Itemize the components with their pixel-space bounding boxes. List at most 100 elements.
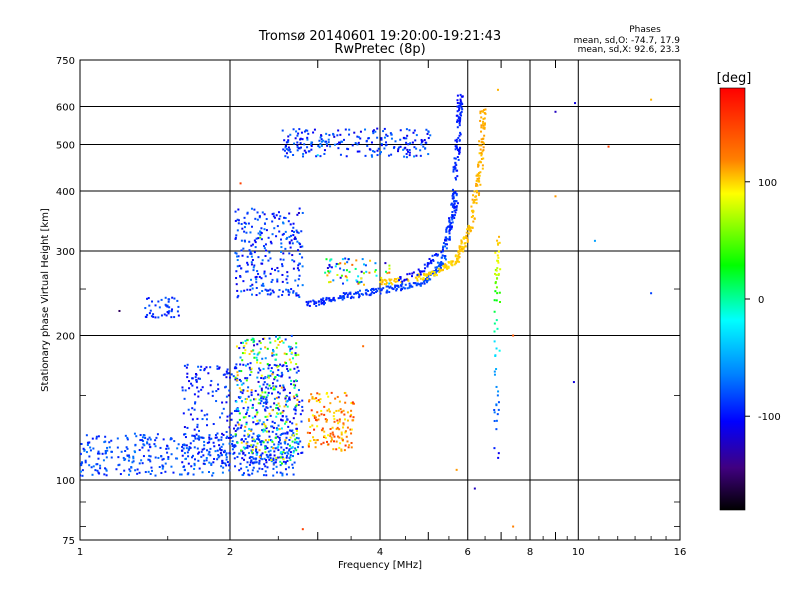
data-point xyxy=(270,292,273,295)
data-point xyxy=(154,439,157,442)
data-point xyxy=(255,278,258,281)
data-point xyxy=(294,279,297,282)
data-point xyxy=(360,292,363,295)
data-point xyxy=(229,433,232,436)
data-point xyxy=(289,223,292,226)
data-point xyxy=(136,468,139,471)
data-point xyxy=(484,112,487,115)
y-tick-label: 400 xyxy=(56,187,75,198)
data-point xyxy=(451,188,454,191)
data-point xyxy=(239,396,242,399)
data-point xyxy=(329,145,332,148)
data-point xyxy=(292,226,295,229)
data-point xyxy=(254,450,257,453)
data-point xyxy=(186,473,189,476)
data-point xyxy=(293,230,296,233)
data-point xyxy=(311,424,314,427)
data-point xyxy=(453,209,456,212)
data-point xyxy=(405,128,408,131)
data-point xyxy=(495,319,498,322)
data-point xyxy=(230,373,233,376)
data-point xyxy=(326,274,329,277)
data-point xyxy=(274,461,277,464)
data-point xyxy=(348,133,351,136)
data-point xyxy=(416,277,419,280)
data-point xyxy=(260,443,263,446)
data-point xyxy=(243,458,246,461)
data-point xyxy=(372,132,375,135)
data-point xyxy=(495,299,498,302)
data-point xyxy=(268,251,271,254)
data-point xyxy=(482,122,485,125)
data-point xyxy=(252,421,255,424)
data-point xyxy=(197,459,200,462)
data-point xyxy=(206,413,209,416)
data-point xyxy=(277,441,280,444)
data-point xyxy=(445,237,448,240)
data-point xyxy=(400,284,403,287)
data-point xyxy=(372,287,375,290)
data-point xyxy=(355,279,358,282)
data-point xyxy=(287,135,290,138)
data-point xyxy=(287,466,290,469)
data-point xyxy=(264,465,267,468)
data-point xyxy=(341,438,344,441)
data-point xyxy=(456,175,459,178)
data-point xyxy=(423,139,426,142)
data-point xyxy=(244,240,247,243)
data-point xyxy=(168,306,171,309)
data-point xyxy=(263,272,266,275)
data-point xyxy=(332,440,335,443)
data-point xyxy=(295,371,298,374)
data-point xyxy=(271,278,274,281)
data-point xyxy=(167,312,170,315)
data-point xyxy=(354,142,357,145)
data-point xyxy=(493,411,496,414)
data-point xyxy=(275,433,278,436)
data-point xyxy=(495,428,498,431)
data-point xyxy=(149,455,152,458)
data-point xyxy=(477,173,480,176)
data-point xyxy=(459,245,462,248)
data-point xyxy=(241,359,244,362)
data-point xyxy=(240,267,243,270)
data-point xyxy=(426,273,429,276)
data-point xyxy=(264,439,267,442)
data-point xyxy=(370,288,373,291)
data-point xyxy=(271,354,274,357)
data-point xyxy=(287,293,290,296)
data-point xyxy=(450,222,453,225)
data-point xyxy=(181,386,184,389)
data-point xyxy=(343,418,346,421)
data-point xyxy=(459,93,462,96)
data-point xyxy=(363,272,366,275)
data-point xyxy=(344,444,347,447)
data-point xyxy=(409,142,412,145)
data-point xyxy=(377,287,380,290)
data-point xyxy=(459,116,462,119)
data-point xyxy=(416,273,419,276)
data-point xyxy=(339,141,342,144)
data-point xyxy=(217,367,220,370)
data-point xyxy=(479,171,482,174)
data-point xyxy=(198,467,201,470)
data-point xyxy=(301,284,304,287)
data-point xyxy=(237,219,240,222)
data-point xyxy=(193,428,196,431)
data-point xyxy=(494,282,497,285)
data-point xyxy=(253,344,256,347)
data-point xyxy=(241,474,244,477)
data-point xyxy=(459,113,462,116)
data-point xyxy=(202,462,205,465)
data-point xyxy=(255,237,258,240)
data-point xyxy=(295,429,298,432)
data-point xyxy=(468,226,471,229)
data-point xyxy=(258,456,261,459)
data-point xyxy=(450,226,453,229)
data-point xyxy=(246,377,249,380)
data-point xyxy=(287,290,290,293)
data-point xyxy=(308,431,311,434)
data-point xyxy=(272,385,275,388)
data-point xyxy=(193,458,196,461)
data-point xyxy=(248,463,251,466)
